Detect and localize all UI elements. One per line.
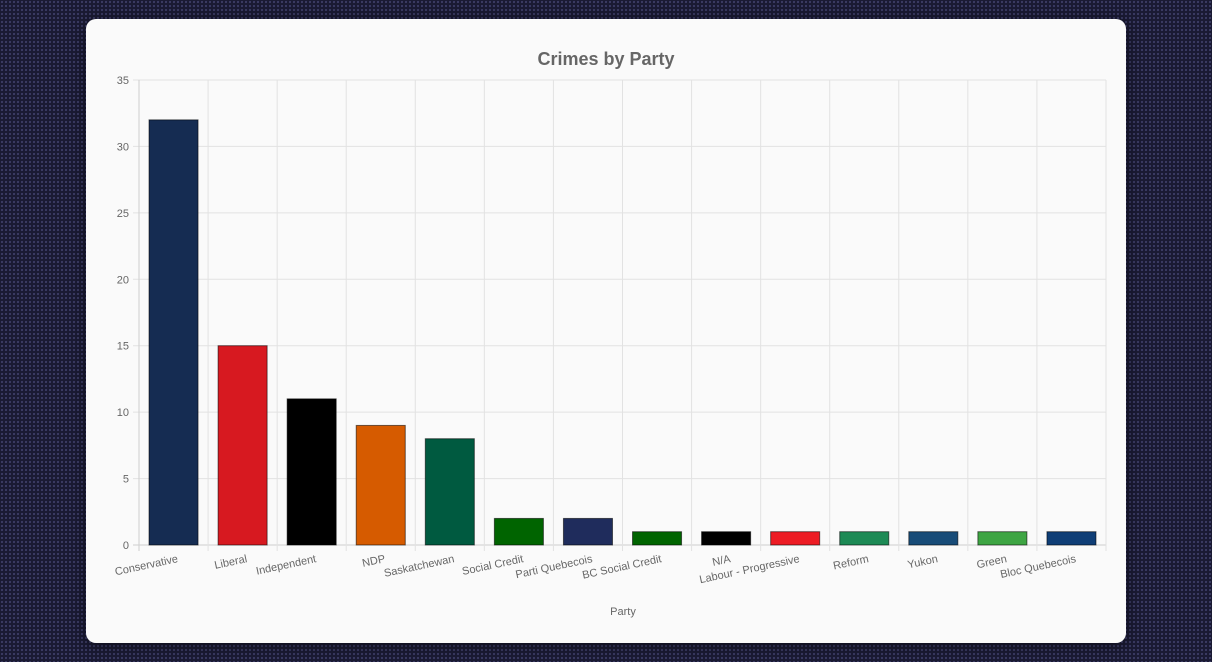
chart-card: Crimes by Party 0 5 10 15 20 25 30 35 Conservat… xyxy=(86,19,1126,643)
y-tick-label: 35 xyxy=(117,75,129,87)
bar xyxy=(217,345,268,546)
bars xyxy=(148,119,1097,546)
bar xyxy=(839,531,890,546)
x-tick-label: NDP xyxy=(361,553,386,570)
grid-lines xyxy=(133,79,1107,551)
x-tick-label: Conservative xyxy=(114,553,179,578)
x-axis-title: Party xyxy=(610,606,636,618)
y-tick-label: 0 xyxy=(123,540,129,552)
y-tick-label: 5 xyxy=(123,474,129,486)
chart-title: Crimes by Party xyxy=(537,49,674,69)
y-tick-label: 30 xyxy=(117,141,129,153)
bar xyxy=(701,531,752,546)
x-tick-label: Liberal xyxy=(213,553,248,572)
x-axis-ticks: Conservative Liberal Independent NDPSaskatc… xyxy=(114,553,1078,586)
bar xyxy=(770,531,821,546)
bar xyxy=(493,517,544,546)
y-tick-label: 15 xyxy=(117,341,129,353)
bar xyxy=(977,531,1028,546)
bar xyxy=(562,517,613,546)
x-tick-label: Reform xyxy=(832,553,870,572)
x-tick-label: Independent xyxy=(255,553,317,577)
bar xyxy=(632,531,683,546)
y-tick-label: 25 xyxy=(117,208,129,220)
x-tick-label: Yukon xyxy=(907,553,939,571)
y-tick-label: 10 xyxy=(117,407,129,419)
x-tick-label: BC Social Credit xyxy=(581,553,662,582)
x-tick-label: Saskatchewan xyxy=(383,553,455,580)
bar xyxy=(908,531,959,546)
bar xyxy=(148,119,199,546)
x-tick-label: N/A xyxy=(711,553,732,569)
y-tick-label: 20 xyxy=(117,274,129,286)
bar xyxy=(424,438,475,546)
bar xyxy=(355,424,406,546)
bar xyxy=(1046,531,1097,546)
x-tick-label: Bloc Quebecois xyxy=(999,553,1077,581)
y-axis-ticks: 0 5 10 15 20 25 30 35 xyxy=(117,75,129,552)
bar xyxy=(286,398,337,546)
bar-chart: Crimes by Party 0 5 10 15 20 25 30 35 Conservat… xyxy=(114,49,1107,618)
